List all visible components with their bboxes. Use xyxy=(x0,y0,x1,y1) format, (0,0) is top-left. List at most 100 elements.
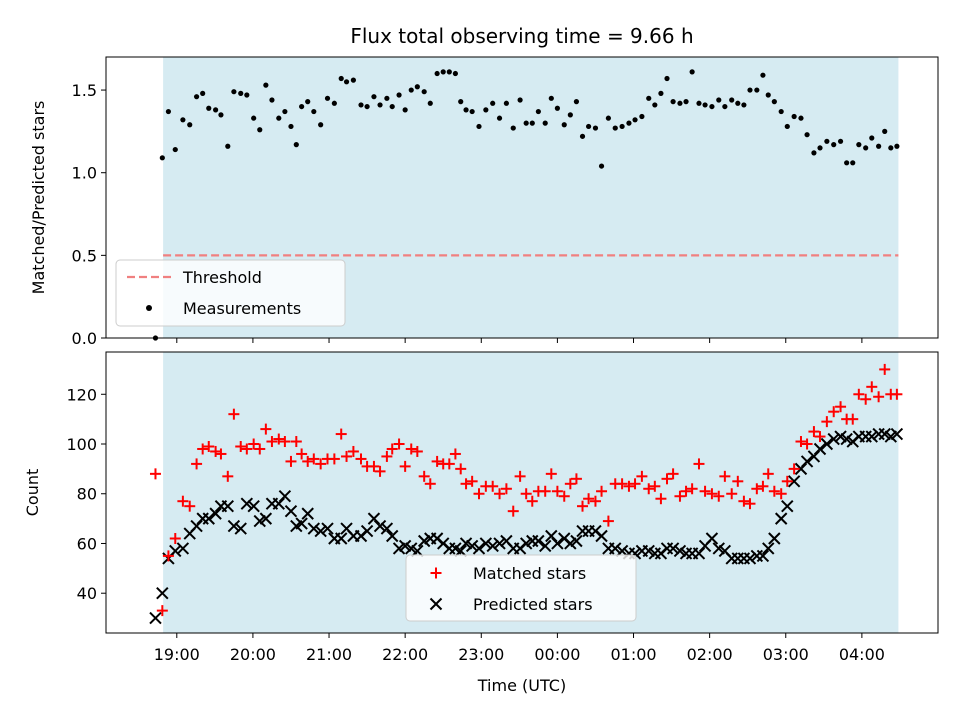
measurement-point xyxy=(440,69,446,75)
predicted-star-point xyxy=(472,542,486,555)
x-b xyxy=(787,475,801,488)
measurement-point xyxy=(817,145,823,151)
matched-star-point xyxy=(629,478,641,490)
predicted-star-point xyxy=(169,544,182,558)
predicted-star-point xyxy=(493,537,506,550)
x-b xyxy=(240,497,254,510)
measurement-point xyxy=(824,138,830,144)
x-b xyxy=(209,507,222,520)
matched-star-point xyxy=(500,483,512,495)
measurement-point xyxy=(646,95,652,101)
matched-star-point xyxy=(302,455,314,467)
measurement-point xyxy=(664,75,670,82)
predicted-star-point xyxy=(386,529,399,543)
x-b xyxy=(865,430,878,443)
measurement-point xyxy=(331,100,337,106)
top-legend-box xyxy=(115,259,346,327)
measurement-point xyxy=(251,115,257,121)
predicted-star-point xyxy=(321,522,334,535)
matched-star-point xyxy=(699,485,711,497)
x-b xyxy=(449,542,462,555)
x-tick-label: 20:00 xyxy=(230,645,276,664)
bottom-legend-box xyxy=(405,554,637,622)
measurement-point xyxy=(434,70,440,77)
matched-star-point xyxy=(431,455,443,467)
x-b xyxy=(465,539,479,553)
matched-star-point xyxy=(203,440,215,452)
measurement-point xyxy=(172,146,178,153)
measurement-point xyxy=(791,113,797,120)
measurement-point xyxy=(389,103,395,110)
matched-star-point xyxy=(520,488,532,500)
measurement-point xyxy=(548,95,554,101)
measurement-point xyxy=(402,107,408,113)
measurement-point xyxy=(670,99,676,105)
matched-star-point xyxy=(751,483,763,495)
measurement-point xyxy=(193,94,200,100)
matched-star-point xyxy=(285,455,297,467)
matched-star-point xyxy=(260,423,272,435)
matched-star-point xyxy=(866,381,878,393)
matched-star-point xyxy=(719,470,731,482)
chart-title: Flux total observing time = 9.66 h xyxy=(350,24,693,48)
predicted-star-point xyxy=(295,517,308,530)
measurement-point xyxy=(371,94,377,100)
legend-matched-swatch xyxy=(430,567,442,579)
predicted-star-point xyxy=(813,442,827,456)
measurement-point xyxy=(683,99,689,105)
matched-star-point xyxy=(381,450,393,462)
measurement-point xyxy=(269,97,275,103)
x-b xyxy=(307,522,321,535)
matched-star-point xyxy=(368,460,380,472)
predicted-star-point xyxy=(240,497,254,510)
measurement-point xyxy=(586,123,592,130)
matched-star-point xyxy=(873,391,885,403)
predicted-star-point xyxy=(307,522,321,535)
x-b xyxy=(335,532,348,545)
matched-star-point xyxy=(853,388,865,400)
matched-star-point xyxy=(686,483,698,495)
x-tick-label: 22:00 xyxy=(382,645,428,664)
predicted-star-point xyxy=(301,507,314,520)
predicted-star-point xyxy=(609,542,622,555)
legend-measurement-swatch xyxy=(146,305,152,311)
matched-star-point xyxy=(184,500,196,512)
measurement-point xyxy=(863,145,869,151)
matched-star-point xyxy=(583,493,595,505)
measurement-point xyxy=(218,112,224,118)
bottom-axes-frame xyxy=(105,351,939,634)
measurement-point xyxy=(324,95,331,101)
x-b xyxy=(558,532,571,545)
matched-star-point xyxy=(315,458,327,470)
matched-star-point xyxy=(405,443,417,455)
matched-star-point xyxy=(726,488,738,500)
predicted-star-point xyxy=(756,549,770,563)
matched-star-point xyxy=(596,485,608,497)
predicted-star-point xyxy=(743,552,757,565)
matched-star-point xyxy=(602,515,614,527)
measurement-point xyxy=(318,122,324,128)
measurement-point xyxy=(517,97,523,103)
predicted-star-point xyxy=(209,507,222,520)
measurement-point xyxy=(798,115,804,121)
top-measurement-points xyxy=(152,69,900,341)
measurement-point xyxy=(677,100,683,106)
predicted-star-point xyxy=(335,532,348,545)
measurement-point xyxy=(408,87,414,93)
measurement-point xyxy=(238,90,244,96)
x-b xyxy=(743,552,757,565)
top-y-tick-label: 0.0 xyxy=(72,329,97,348)
predicted-star-point xyxy=(774,512,788,525)
measurement-point xyxy=(561,122,567,128)
legend-plus-marker xyxy=(430,567,442,579)
x-b xyxy=(284,504,298,518)
measurement-point xyxy=(299,103,305,110)
measurement-point xyxy=(804,132,810,138)
matched-star-point xyxy=(228,408,240,420)
matched-star-point xyxy=(273,433,285,445)
x-b xyxy=(405,542,418,555)
x-b xyxy=(398,539,412,553)
measurement-point xyxy=(876,143,882,149)
matched-star-point xyxy=(674,490,686,502)
